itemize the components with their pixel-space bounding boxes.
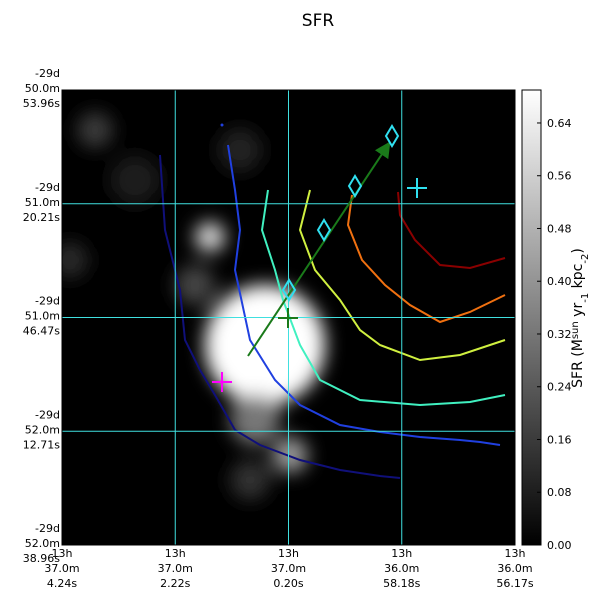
x-tick-label: 37.0m xyxy=(158,562,193,575)
markers xyxy=(281,124,427,302)
x-tick-label: 13h xyxy=(165,547,186,560)
y-tick-label: -29d xyxy=(35,181,60,194)
plot-frame xyxy=(61,89,516,546)
colorbar-label: SFR (Msun yr-1 kpc-2) xyxy=(570,248,591,388)
x-tick-label: 4.24s xyxy=(47,577,77,590)
colorbar-tick-label: 0.64 xyxy=(547,117,572,130)
colorbar-tick-label: 0.48 xyxy=(547,222,572,235)
arrow xyxy=(247,141,391,357)
sfr-image xyxy=(62,90,515,545)
colorbar-label-part: ) xyxy=(570,248,586,253)
y-tick-label: -29d xyxy=(35,522,60,535)
x-tick-label: 13h xyxy=(52,547,73,560)
colorbar-label-part: -2 xyxy=(580,254,591,264)
x-tick-label: 13h xyxy=(278,547,299,560)
y-tick-label: 51.0m xyxy=(25,196,60,209)
x-tick-label: 56.17s xyxy=(496,577,533,590)
x-tick-label: 37.0m xyxy=(271,562,306,575)
colorbar-tick-label: 0.24 xyxy=(547,381,572,394)
y-tick-label: 53.96s xyxy=(23,97,60,110)
colorbar-label-part: -1 xyxy=(580,293,591,303)
colorbar-tick-label: 0.32 xyxy=(547,328,572,341)
x-tick-label: 37.0m xyxy=(44,562,79,575)
x-tick-label: 13h xyxy=(505,547,526,560)
chart-title: SFR xyxy=(302,11,335,31)
x-tick-label: 0.20s xyxy=(273,577,303,590)
colorbar-label-part: sun xyxy=(570,321,581,339)
x-tick-label: 36.0m xyxy=(384,562,419,575)
colorbar-tick-label: 0.00 xyxy=(547,539,572,552)
y-tick-label: 51.0m xyxy=(25,310,60,323)
x-tick-label: 58.18s xyxy=(383,577,420,590)
center-cross xyxy=(278,308,298,328)
y-tick-label: 38.96s xyxy=(23,552,60,565)
y-tick-label: -29d xyxy=(35,295,60,308)
colorbar-tick-label: 0.56 xyxy=(547,170,572,183)
y-tick-label: 12.71s xyxy=(23,438,60,451)
x-tick-label: 2.22s xyxy=(160,577,190,590)
colorbar xyxy=(521,89,542,546)
colorbar-label-part: SFR (M xyxy=(570,339,586,388)
y-tick-label: 20.21s xyxy=(23,211,60,224)
y-tick-label: 52.0m xyxy=(25,423,60,436)
y-tick-label: 46.47s xyxy=(23,325,60,338)
colorbar-tick-label: 0.16 xyxy=(547,433,572,446)
y-tick-label: 52.0m xyxy=(25,537,60,550)
y-tick-label: 50.0m xyxy=(25,82,60,95)
x-tick-label: 13h xyxy=(391,547,412,560)
colorbar-tick-label: 0.08 xyxy=(547,486,572,499)
y-tick-label: -29d xyxy=(35,408,60,421)
colorbar-label-part: yr xyxy=(570,303,586,322)
x-tick-label: 36.0m xyxy=(497,562,532,575)
y-tick-label: -29d xyxy=(35,67,60,80)
colorbar-tick-label: 0.40 xyxy=(547,275,572,288)
contours xyxy=(159,123,506,479)
colorbar-label-part: kpc xyxy=(570,264,586,293)
source-cross xyxy=(212,372,232,392)
